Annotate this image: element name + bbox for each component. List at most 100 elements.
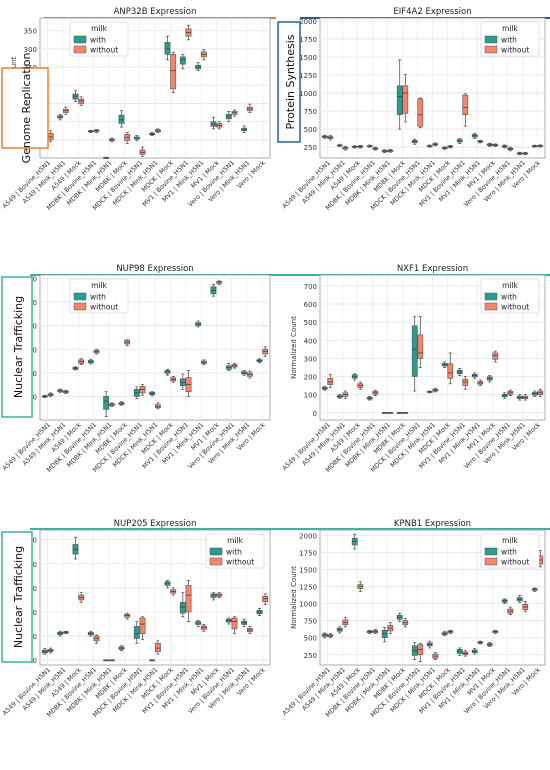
box-without — [342, 616, 349, 628]
y-tick-label: 1250 — [299, 584, 317, 592]
box-without — [62, 630, 69, 635]
box-with — [57, 113, 64, 121]
box-body — [402, 85, 409, 114]
y-tick-label: 0 — [33, 657, 37, 665]
chart-panel-2: 250 500 750 1000 1250 1500 1750 2000 EIF4A2 Expr… — [277, 7, 550, 212]
box-with — [321, 134, 328, 139]
box-without — [432, 652, 439, 660]
box-body — [417, 98, 424, 127]
box-with — [351, 533, 358, 550]
legend-swatch-without — [209, 557, 223, 566]
y-tick-label: 750 — [304, 108, 317, 116]
box-with — [41, 394, 48, 399]
y-tick-label: 1500 — [299, 54, 317, 62]
y-tick-label: 1000 — [299, 90, 317, 98]
chart-title: EIF4A2 Expression — [393, 7, 471, 17]
legend-swatch-without — [484, 45, 498, 54]
box-without — [124, 132, 131, 144]
box-with — [195, 620, 202, 627]
box-without — [231, 109, 238, 117]
box-without — [342, 146, 349, 151]
box-with — [149, 659, 156, 662]
box-without — [78, 358, 85, 365]
box-without — [357, 381, 364, 390]
y-tick-label: 600 — [304, 301, 317, 309]
box-with — [396, 59, 403, 130]
box-without — [78, 592, 85, 603]
box-with — [366, 144, 373, 148]
box-without — [231, 363, 238, 369]
box-body — [411, 325, 418, 377]
box-without — [78, 96, 85, 106]
category-label: Nuclear Trafficking — [12, 546, 25, 648]
legend-title: milk — [91, 24, 107, 33]
box-with — [87, 630, 94, 637]
legend-title: milk — [502, 281, 518, 290]
box-with — [210, 116, 217, 130]
box-with — [256, 607, 263, 616]
y-tick-label: 200 — [304, 374, 317, 382]
y-tick-label: 350 — [24, 28, 37, 36]
box-without — [108, 137, 115, 143]
box-with — [210, 592, 217, 601]
y-tick-label: 700 — [304, 283, 317, 291]
box-without — [447, 629, 454, 635]
box-without — [246, 103, 253, 113]
box-with — [118, 110, 125, 128]
box-body — [462, 378, 469, 386]
chart-title: NXF1 Expression — [397, 264, 468, 274]
box-without — [154, 640, 161, 655]
category-label-box — [277, 21, 301, 143]
box-without — [262, 593, 269, 606]
box-without — [372, 389, 379, 396]
box-without — [139, 616, 146, 641]
box-with — [103, 391, 110, 417]
box-body — [179, 602, 186, 614]
box-without — [327, 135, 334, 141]
box-with — [336, 394, 343, 399]
box-without — [432, 387, 439, 393]
box-without — [387, 622, 394, 635]
box-without — [507, 606, 514, 615]
legend-label-with: with — [501, 36, 517, 45]
box-with — [103, 659, 110, 662]
box-with — [72, 536, 79, 560]
box-without — [402, 411, 409, 414]
y-tick-label: 100 — [304, 392, 317, 400]
box-body — [139, 617, 146, 634]
box-body — [417, 334, 424, 359]
box-without — [139, 146, 146, 157]
box-with — [179, 53, 186, 70]
y-tick-label: 750 — [304, 618, 317, 626]
category-label-box — [1, 531, 33, 663]
box-body — [462, 94, 469, 116]
legend-swatch-with — [484, 35, 498, 44]
box-with — [72, 366, 79, 371]
box-without — [417, 316, 424, 368]
box-body — [164, 581, 171, 586]
box-with — [118, 645, 125, 651]
box-with — [179, 373, 186, 390]
y-tick-label: 300 — [304, 355, 317, 363]
box-without — [108, 659, 115, 662]
category-label-box — [1, 67, 49, 149]
box-with — [441, 631, 448, 637]
box-with — [336, 626, 343, 634]
y-tick-label: 400 — [304, 337, 317, 345]
box-without — [93, 129, 100, 133]
box-body — [164, 42, 171, 55]
box-without — [246, 370, 253, 379]
box-with — [195, 320, 202, 328]
box-with — [164, 368, 171, 376]
box-with — [149, 391, 156, 397]
box-body — [179, 56, 186, 65]
box-without — [47, 392, 54, 397]
box-without — [522, 601, 529, 613]
box-body — [492, 352, 499, 360]
box-without — [507, 389, 514, 396]
box-without — [327, 374, 334, 388]
legend-swatch-with — [73, 292, 87, 301]
box-body — [103, 396, 110, 410]
box-without — [262, 346, 269, 357]
